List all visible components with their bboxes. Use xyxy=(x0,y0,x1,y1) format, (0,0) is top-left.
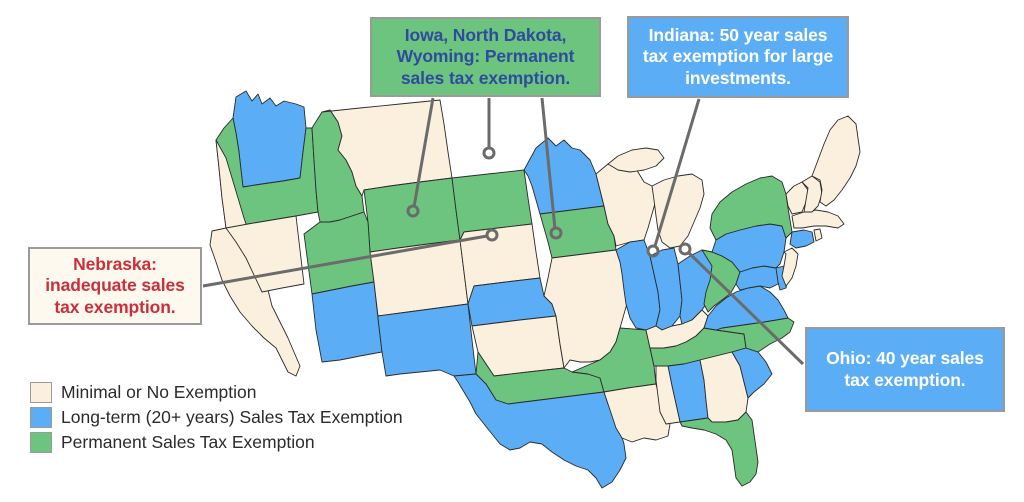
callout-indiana[interactable]: Indiana: 50 year sales tax exemption for… xyxy=(627,16,849,98)
state-WA[interactable] xyxy=(232,90,307,188)
state-CT[interactable] xyxy=(789,229,815,249)
legend-label-permanent: Permanent Sales Tax Exemption xyxy=(61,432,315,452)
callout-nebraska-text: Nebraska: inadequate sales tax exemption… xyxy=(45,253,185,317)
state-ME[interactable] xyxy=(811,115,861,207)
state-MO[interactable] xyxy=(543,249,633,369)
state-CO[interactable] xyxy=(369,239,469,317)
state-IN[interactable] xyxy=(649,247,683,331)
legend-label-longterm: Long-term (20+ years) Sales Tax Exemptio… xyxy=(61,407,403,427)
state-MI[interactable] xyxy=(607,147,705,249)
callout-permanent-text: Iowa, North Dakota, Wyoming: Permanent s… xyxy=(396,24,575,88)
leader-lines-layer xyxy=(202,97,805,366)
callout-ohio-text: Ohio: 40 year sales tax exemption. xyxy=(826,348,984,390)
state-NJ[interactable] xyxy=(781,247,799,287)
leader-dot-iowa xyxy=(549,226,563,240)
leader-dot-ohio xyxy=(678,242,692,256)
legend-item-minimal[interactable]: Minimal or No Exemption xyxy=(30,380,403,405)
legend-item-permanent[interactable]: Permanent Sales Tax Exemption xyxy=(30,430,403,455)
state-FL[interactable] xyxy=(679,411,759,487)
legend-swatch-longterm xyxy=(30,407,52,428)
leader-dot-wyoming xyxy=(406,204,420,218)
legend-item-longterm[interactable]: Long-term (20+ years) Sales Tax Exemptio… xyxy=(30,405,403,430)
leader-line-nebraska xyxy=(202,234,488,288)
legend-swatch-minimal xyxy=(30,382,52,403)
legend: Minimal or No Exemption Long-term (20+ ye… xyxy=(30,380,403,455)
leader-dot-north-dakota xyxy=(482,146,496,160)
state-AR[interactable] xyxy=(571,327,657,393)
leader-line-indiana xyxy=(653,98,701,247)
callout-nebraska[interactable]: Nebraska: inadequate sales tax exemption… xyxy=(28,247,202,325)
state-UT[interactable] xyxy=(303,211,375,295)
leader-dot-indiana xyxy=(646,244,660,258)
legend-label-minimal: Minimal or No Exemption xyxy=(61,382,257,402)
leader-dot-nebraska xyxy=(485,228,499,242)
state-NM[interactable] xyxy=(377,303,477,377)
callout-permanent-states[interactable]: Iowa, North Dakota, Wyoming: Permanent s… xyxy=(370,17,601,97)
leader-line-iowa xyxy=(540,97,557,230)
state-AZ[interactable] xyxy=(311,281,383,363)
callout-ohio[interactable]: Ohio: 40 year sales tax exemption. xyxy=(805,327,1005,412)
state-MN[interactable] xyxy=(523,137,605,215)
state-TX[interactable] xyxy=(453,373,627,489)
legend-swatch-permanent xyxy=(30,432,52,453)
state-RI[interactable] xyxy=(813,228,823,242)
leader-line-ohio xyxy=(687,251,805,366)
leader-line-wyoming xyxy=(412,97,435,208)
callout-indiana-text: Indiana: 50 year sales tax exemption for… xyxy=(642,24,834,88)
state-MS[interactable] xyxy=(655,365,681,425)
state-NH[interactable] xyxy=(801,175,823,213)
